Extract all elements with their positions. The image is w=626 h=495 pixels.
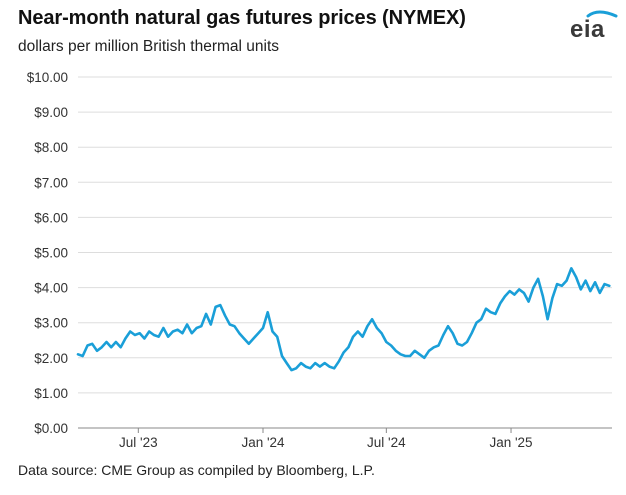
y-tick-label: $2.00: [34, 351, 68, 366]
y-tick-label: $5.00: [34, 246, 68, 261]
y-tick-label: $4.00: [34, 281, 68, 296]
series-line-0: [76, 266, 611, 372]
y-tick-label: $1.00: [34, 386, 68, 401]
y-tick-label: $0.00: [34, 421, 68, 436]
eia-logo-swoosh: [586, 10, 618, 18]
x-axis-tick-labels: Jul '23 Jan '24 Jul '24 Jan '25: [119, 428, 533, 450]
data-source-note: Data source: CME Group as compiled by Bl…: [18, 462, 375, 478]
y-tick-label: $3.00: [34, 316, 68, 331]
eia-logo-icon[interactable]: eia: [568, 10, 620, 43]
x-tick-label: Jul '24: [367, 435, 406, 450]
x-tick-label: Jan '24: [241, 435, 285, 450]
eia-logo-text: eia: [570, 16, 605, 43]
x-tick-label: Jul '23: [119, 435, 158, 450]
y-tick-label: $9.00: [34, 105, 68, 120]
x-tick-label: Jan '25: [489, 435, 532, 450]
series-layer: [76, 266, 611, 372]
grid-lines: [78, 76, 612, 394]
y-axis-tick-labels: $0.00 $1.00 $2.00 $3.00 $4.00 $5.00 $6.00 $7.00…: [27, 70, 68, 436]
y-tick-label: $10.00: [27, 70, 68, 85]
chart-title: Near-month natural gas futures prices (N…: [18, 7, 466, 29]
y-tick-label: $8.00: [34, 140, 68, 155]
y-tick-label: $6.00: [34, 210, 68, 225]
chart-subtitle: dollars per million British thermal unit…: [18, 38, 280, 55]
y-tick-label: $7.00: [34, 175, 68, 190]
